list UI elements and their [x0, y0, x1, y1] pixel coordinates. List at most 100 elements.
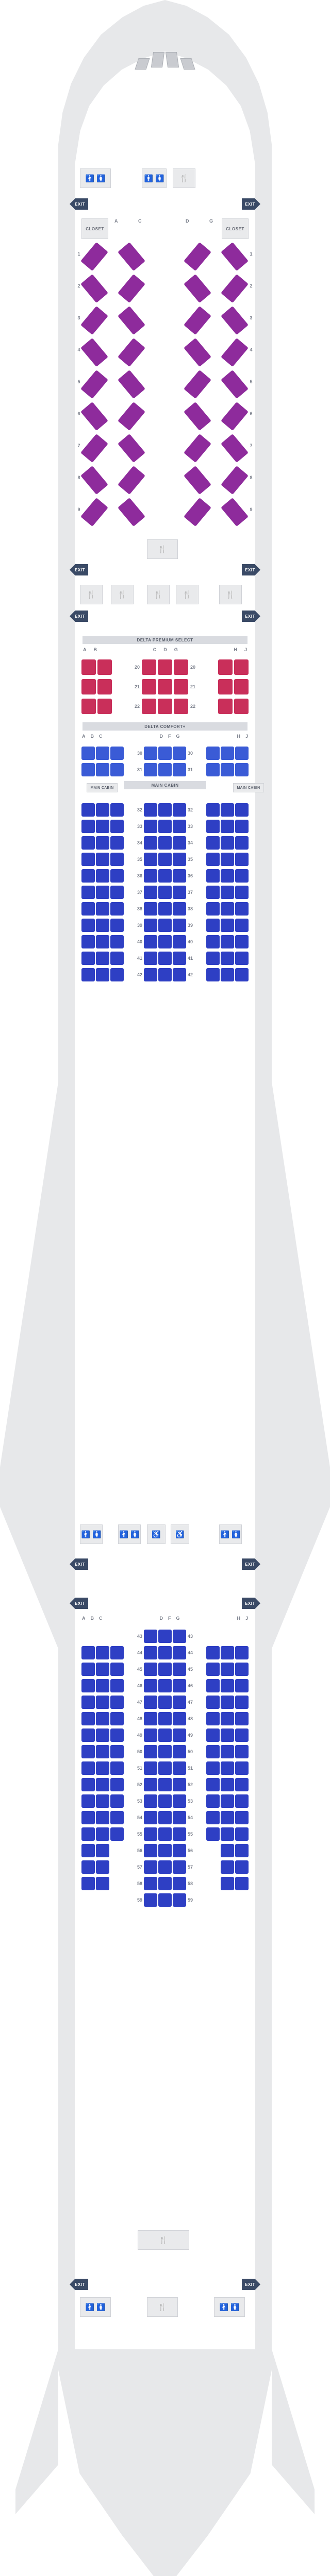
seat-ps-20C[interactable] — [142, 659, 156, 675]
seat-41-C2[interactable] — [173, 952, 186, 965]
seat-51-L0[interactable] — [81, 1761, 95, 1775]
seat-58-L1[interactable] — [96, 1877, 109, 1890]
seat-53-C2[interactable] — [173, 1794, 186, 1808]
seat-48-R0[interactable] — [206, 1712, 220, 1725]
seat-57-C1[interactable] — [158, 1860, 172, 1874]
seat-50-L2[interactable] — [110, 1745, 124, 1758]
seat-52-C2[interactable] — [173, 1778, 186, 1791]
seat-41-R1[interactable] — [221, 952, 234, 965]
seat-55-R1[interactable] — [221, 1827, 234, 1841]
seat-57-C0[interactable] — [144, 1860, 157, 1874]
seat-ps-21H[interactable] — [218, 679, 233, 694]
seat-40-L1[interactable] — [96, 935, 109, 948]
seat-44-R0[interactable] — [206, 1646, 220, 1659]
seat-58-C2[interactable] — [173, 1877, 186, 1890]
seat-45-L1[interactable] — [96, 1663, 109, 1676]
seat-42-C0[interactable] — [144, 968, 157, 981]
seat-53-L0[interactable] — [81, 1794, 95, 1808]
seat-38-R1[interactable] — [221, 902, 234, 916]
seat-36-L1[interactable] — [96, 869, 109, 883]
seat-38-C2[interactable] — [173, 902, 186, 916]
seat-47-C0[interactable] — [144, 1696, 157, 1709]
seat-50-L0[interactable] — [81, 1745, 95, 1758]
seat-47-C1[interactable] — [158, 1696, 172, 1709]
seat-31-C0[interactable] — [144, 763, 157, 776]
seat-57-R0[interactable] — [221, 1860, 234, 1874]
seat-biz-1G[interactable] — [227, 244, 242, 269]
seat-37-C1[interactable] — [158, 886, 172, 899]
seat-biz-5C[interactable] — [124, 372, 139, 397]
seat-38-R2[interactable] — [235, 902, 249, 916]
seat-31-C1[interactable] — [158, 763, 172, 776]
seat-biz-6D[interactable] — [190, 404, 205, 429]
seat-31-R0[interactable] — [206, 763, 220, 776]
seat-52-R0[interactable] — [206, 1778, 220, 1791]
seat-32-C1[interactable] — [158, 803, 172, 817]
seat-biz-6G[interactable] — [227, 404, 242, 429]
seat-51-L2[interactable] — [110, 1761, 124, 1775]
seat-54-L2[interactable] — [110, 1811, 124, 1824]
seat-36-L2[interactable] — [110, 869, 124, 883]
seat-ps-20A[interactable] — [81, 659, 96, 675]
seat-30-L1[interactable] — [96, 747, 109, 760]
seat-35-R2[interactable] — [235, 853, 249, 866]
seat-biz-2G[interactable] — [227, 276, 242, 301]
seat-37-C0[interactable] — [144, 886, 157, 899]
seat-49-R2[interactable] — [235, 1728, 249, 1742]
seat-54-C0[interactable] — [144, 1811, 157, 1824]
seat-50-R0[interactable] — [206, 1745, 220, 1758]
seat-37-R0[interactable] — [206, 886, 220, 899]
seat-54-C1[interactable] — [158, 1811, 172, 1824]
seat-50-L1[interactable] — [96, 1745, 109, 1758]
seat-45-R1[interactable] — [221, 1663, 234, 1676]
seat-32-R1[interactable] — [221, 803, 234, 817]
seat-34-R0[interactable] — [206, 836, 220, 850]
seat-37-R1[interactable] — [221, 886, 234, 899]
seat-biz-2D[interactable] — [190, 276, 205, 301]
seat-35-R0[interactable] — [206, 853, 220, 866]
seat-37-L1[interactable] — [96, 886, 109, 899]
seat-56-L0[interactable] — [81, 1844, 95, 1857]
seat-ps-21D[interactable] — [158, 679, 172, 694]
seat-41-L2[interactable] — [110, 952, 124, 965]
seat-39-C2[interactable] — [173, 919, 186, 932]
seat-32-L0[interactable] — [81, 803, 95, 817]
seat-55-C2[interactable] — [173, 1827, 186, 1841]
seat-33-R0[interactable] — [206, 820, 220, 833]
seat-biz-7A[interactable] — [87, 436, 102, 461]
seat-36-R0[interactable] — [206, 869, 220, 883]
seat-49-C1[interactable] — [158, 1728, 172, 1742]
seat-33-C2[interactable] — [173, 820, 186, 833]
seat-35-L0[interactable] — [81, 853, 95, 866]
seat-44-L1[interactable] — [96, 1646, 109, 1659]
seat-38-R0[interactable] — [206, 902, 220, 916]
seat-43-C2[interactable] — [173, 1630, 186, 1643]
seat-35-C2[interactable] — [173, 853, 186, 866]
seat-38-C0[interactable] — [144, 902, 157, 916]
seat-47-C2[interactable] — [173, 1696, 186, 1709]
seat-biz-5G[interactable] — [227, 372, 242, 397]
seat-54-R1[interactable] — [221, 1811, 234, 1824]
seat-48-R1[interactable] — [221, 1712, 234, 1725]
seat-38-L0[interactable] — [81, 902, 95, 916]
seat-48-R2[interactable] — [235, 1712, 249, 1725]
seat-45-C1[interactable] — [158, 1663, 172, 1676]
seat-54-L1[interactable] — [96, 1811, 109, 1824]
seat-59-C0[interactable] — [144, 1893, 157, 1907]
seat-30-C2[interactable] — [173, 747, 186, 760]
seat-30-C1[interactable] — [158, 747, 172, 760]
seat-54-R2[interactable] — [235, 1811, 249, 1824]
seat-biz-8A[interactable] — [87, 468, 102, 493]
seat-40-R1[interactable] — [221, 935, 234, 948]
seat-biz-9G[interactable] — [227, 500, 242, 524]
seat-49-R1[interactable] — [221, 1728, 234, 1742]
seat-51-R2[interactable] — [235, 1761, 249, 1775]
seat-49-L1[interactable] — [96, 1728, 109, 1742]
seat-55-L0[interactable] — [81, 1827, 95, 1841]
seat-40-R2[interactable] — [235, 935, 249, 948]
seat-39-L2[interactable] — [110, 919, 124, 932]
seat-58-R0[interactable] — [221, 1877, 234, 1890]
seat-biz-9C[interactable] — [124, 500, 139, 524]
seat-51-R1[interactable] — [221, 1761, 234, 1775]
seat-53-R1[interactable] — [221, 1794, 234, 1808]
